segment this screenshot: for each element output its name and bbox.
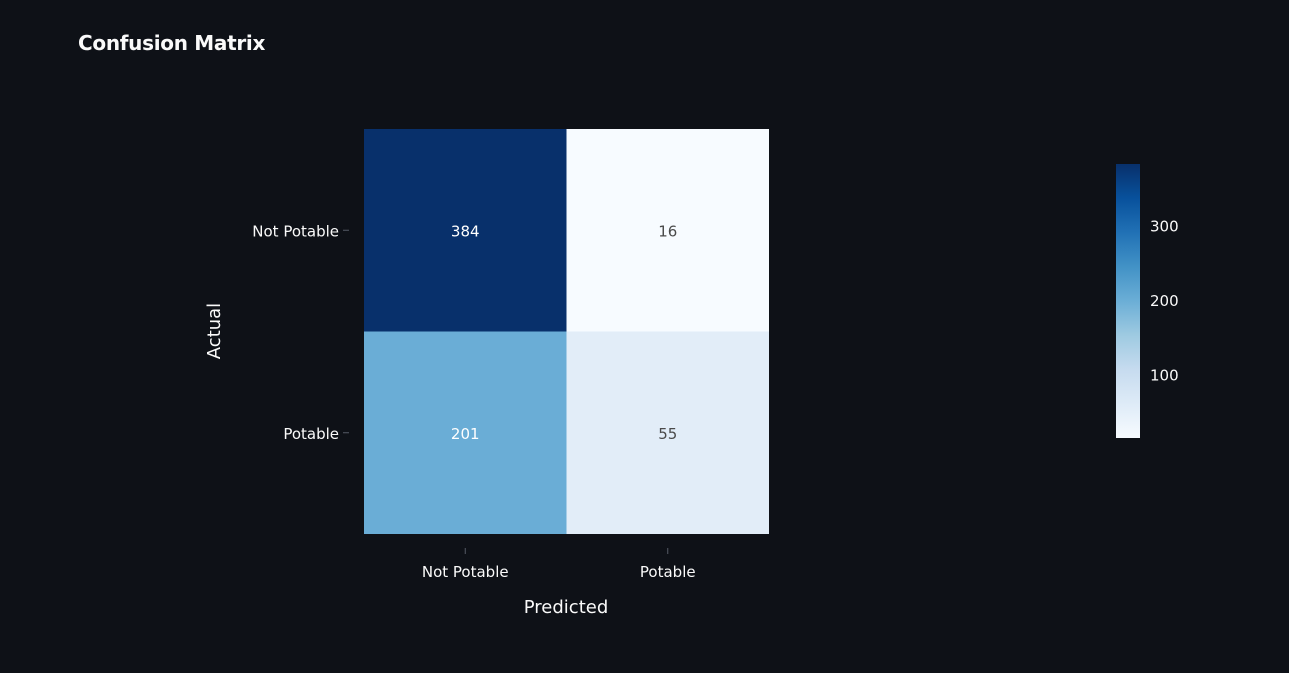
heatmap-cell	[566, 331, 769, 534]
y-axis-title: Actual	[204, 303, 225, 359]
x-tick-label: Not Potable	[422, 563, 509, 581]
y-axis-ticks: Not Potable Potable	[252, 222, 349, 443]
y-tick-label: Not Potable	[252, 222, 339, 240]
heatmap-cells	[364, 129, 769, 534]
x-tick-label: Potable	[640, 563, 696, 581]
heatmap-cell	[364, 129, 567, 332]
heatmap-cell-labels: 384 16 201 55	[451, 222, 677, 443]
heatmap-cell-label: 55	[658, 425, 677, 443]
colorbar-ticks: 100 200 300	[1150, 218, 1179, 385]
heatmap-cell	[364, 331, 567, 534]
y-tick-label: Potable	[283, 425, 339, 443]
colorbar	[1116, 164, 1140, 438]
colorbar-tick-label: 300	[1150, 218, 1179, 236]
x-axis-title: Predicted	[524, 597, 609, 618]
page-title: Confusion Matrix	[78, 31, 266, 55]
heatmap-cell-label: 16	[658, 222, 677, 240]
colorbar-tick-label: 200	[1150, 292, 1179, 310]
heatmap-cell	[566, 129, 769, 332]
x-axis-ticks: Not Potable Potable	[422, 548, 696, 581]
colorbar-tick-label: 100	[1150, 366, 1179, 384]
heatmap-cell-label: 201	[451, 425, 480, 443]
heatmap-cell-label: 384	[451, 222, 480, 240]
